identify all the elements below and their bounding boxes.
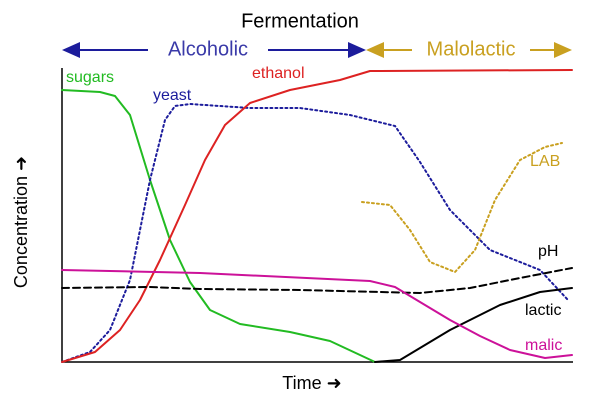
- curve-label: lactic: [525, 302, 561, 319]
- label-bg: [412, 38, 530, 62]
- curve-label: yeast: [153, 87, 192, 104]
- malic-curve: [61, 269, 573, 359]
- curve-label: pH: [538, 243, 558, 260]
- ethanol-curve: [61, 69, 573, 363]
- curve-label: LAB: [530, 153, 560, 170]
- y-axis-label: Concentration ➜: [11, 156, 31, 288]
- curve-label: sugars: [66, 69, 114, 86]
- label-bg: [148, 38, 268, 62]
- phase-label: Alcoholic: [168, 38, 248, 60]
- phase-label: Malolactic: [427, 38, 516, 60]
- title: Fermentation: [241, 10, 359, 32]
- curve-label: ethanol: [252, 65, 305, 82]
- ph-curve: [61, 267, 573, 294]
- curve-label: malic: [525, 337, 562, 354]
- x-axis-label: Time ➜: [282, 373, 341, 393]
- lactic-curve: [374, 287, 573, 363]
- lab-curve: [361, 142, 563, 273]
- yeast-curve: [61, 103, 569, 363]
- sugars-curve: [61, 89, 376, 363]
